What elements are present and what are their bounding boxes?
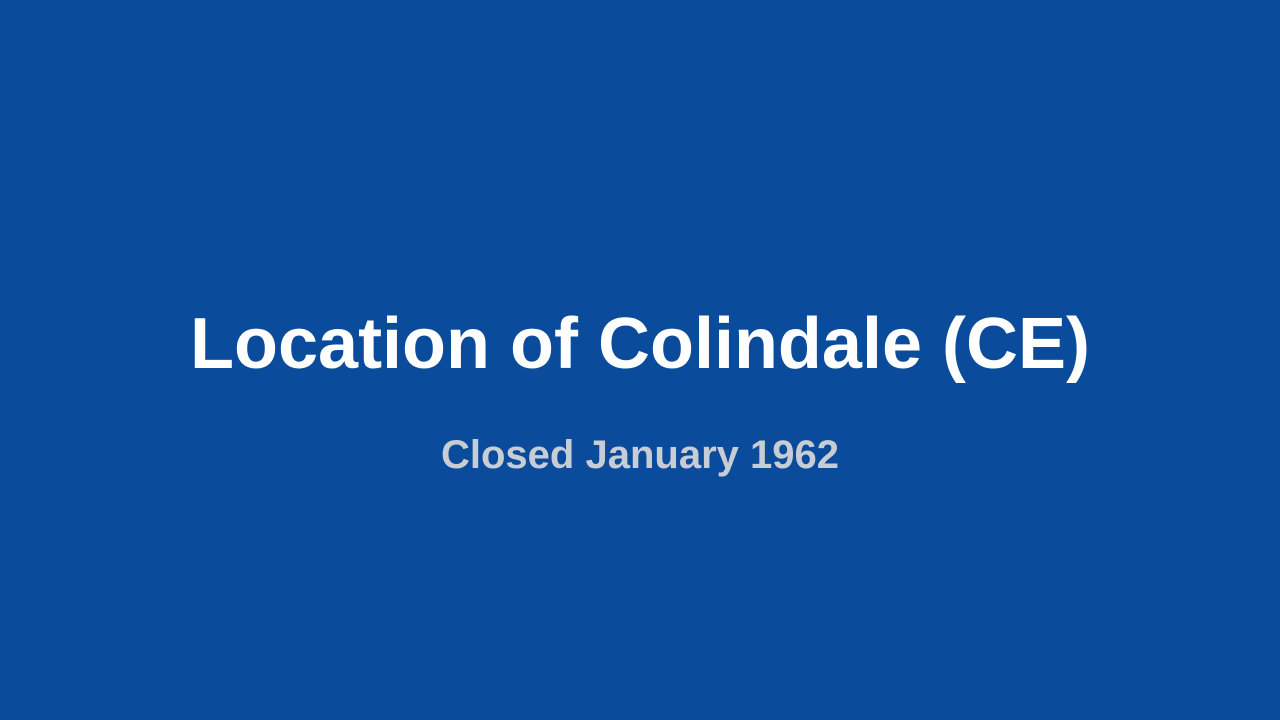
page-subtitle: Closed January 1962 — [441, 433, 839, 478]
page-title: Location of Colindale (CE) — [190, 303, 1090, 385]
